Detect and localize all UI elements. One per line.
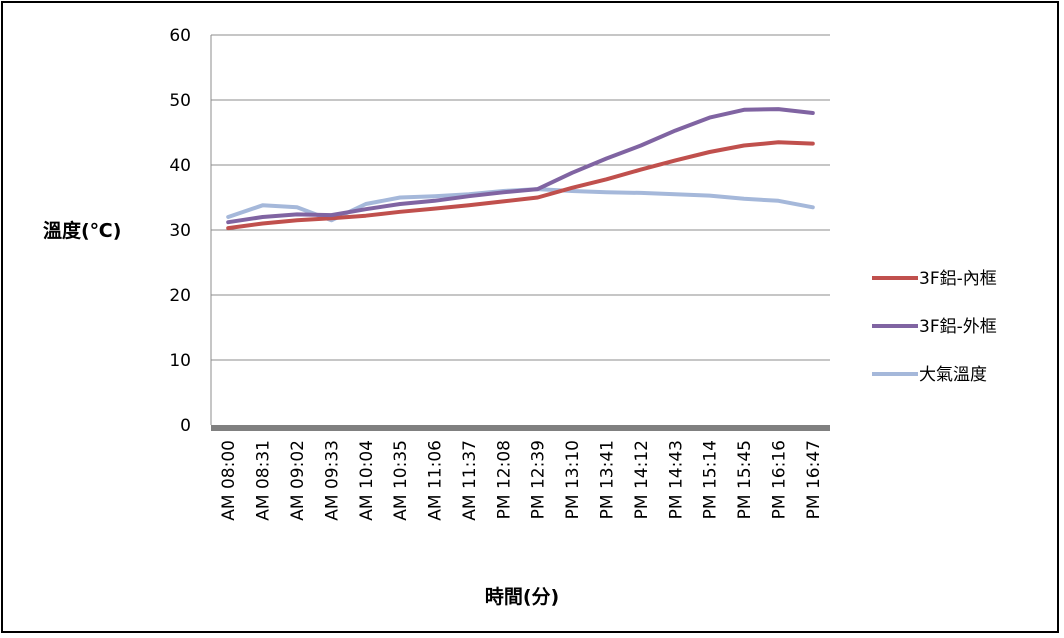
legend-label: 大氣溫度 bbox=[919, 365, 987, 385]
x-tick-label: PM 15:45 bbox=[735, 440, 755, 519]
y-tick-label: 20 bbox=[169, 286, 191, 306]
x-tick-label: PM 12:39 bbox=[529, 440, 549, 519]
y-tick-label: 40 bbox=[169, 156, 191, 176]
x-tick-label: PM 16:47 bbox=[804, 440, 824, 519]
y-tick-label: 30 bbox=[169, 221, 191, 241]
x-axis-ticks: AM 08:00 AM 08:31 AM 09:02 AM 09:33 AM 10:04… bbox=[219, 440, 824, 521]
y-axis-title: 溫度(℃) bbox=[43, 219, 121, 242]
x-tick-label: PM 12:08 bbox=[494, 440, 514, 519]
legend-label: 3F鋁-內框 bbox=[919, 269, 997, 289]
x-tick-label: AM 08:31 bbox=[254, 440, 274, 521]
series-lines bbox=[226, 107, 815, 231]
x-tick-label: PM 16:16 bbox=[769, 440, 789, 519]
x-tick-label: AM 10:04 bbox=[357, 440, 377, 521]
x-tick-label: AM 10:35 bbox=[391, 440, 411, 521]
x-tick-label: PM 15:14 bbox=[701, 440, 721, 519]
y-tick-label: 10 bbox=[169, 351, 191, 371]
x-tick-label: AM 11:37 bbox=[460, 440, 480, 521]
x-tick-label: AM 11:06 bbox=[426, 440, 446, 521]
y-tick-label: 0 bbox=[180, 416, 191, 436]
x-tick-label: PM 13:10 bbox=[563, 440, 583, 519]
x-tick-label: PM 14:43 bbox=[666, 440, 686, 519]
y-axis-ticks: 0 10 20 30 40 50 60 bbox=[169, 26, 191, 436]
x-tick-label: AM 09:33 bbox=[322, 440, 342, 521]
gridlines bbox=[210, 34, 830, 431]
y-tick-label: 50 bbox=[169, 91, 191, 111]
x-tick-label: PM 14:12 bbox=[632, 440, 652, 519]
x-tick-label: PM 13:41 bbox=[597, 440, 617, 519]
x-tick-label: AM 09:02 bbox=[288, 440, 308, 521]
legend-label: 3F鋁-外框 bbox=[919, 317, 997, 337]
series-line bbox=[226, 107, 815, 225]
series-line bbox=[226, 140, 815, 231]
x-tick-label: AM 08:00 bbox=[219, 440, 239, 521]
x-axis-title: 時間(分) bbox=[485, 586, 559, 608]
y-tick-label: 60 bbox=[169, 26, 191, 46]
